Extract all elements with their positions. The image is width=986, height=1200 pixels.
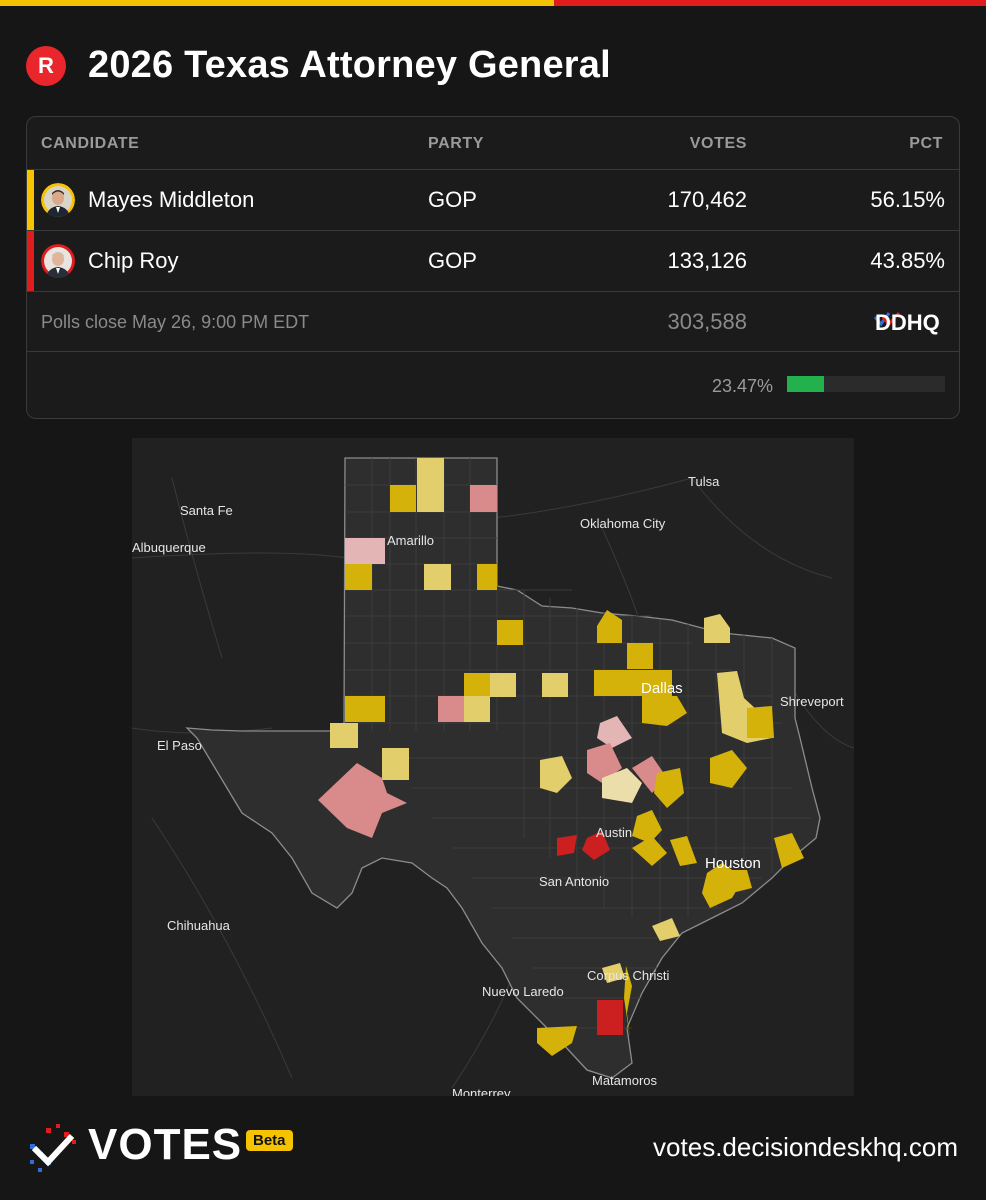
footer: VOTES Beta votes.decisiondeskhq.com xyxy=(26,1118,958,1178)
city-label: Dallas xyxy=(641,680,683,697)
roy-avatar xyxy=(41,244,75,278)
city-label: Shreveport xyxy=(780,694,844,709)
candidate-votes: 170,462 xyxy=(667,187,747,212)
top-color-bar xyxy=(0,0,986,6)
candidate-color-stripe xyxy=(27,231,34,291)
city-label: Oklahoma City xyxy=(580,516,666,531)
candidate-color-stripe xyxy=(27,170,34,230)
city-label: Monterrey xyxy=(452,1086,511,1096)
table-header: CANDIDATE PARTY VOTES PCT xyxy=(27,117,959,170)
candidate-party: GOP xyxy=(428,187,477,212)
city-label: San Antonio xyxy=(539,874,609,889)
candidate-party: GOP xyxy=(428,248,477,273)
city-label: Matamoros xyxy=(592,1073,658,1088)
reporting-percent: 23.47% xyxy=(711,376,773,396)
reporting-row: 23.47% xyxy=(27,352,959,418)
col-candidate: CANDIDATE xyxy=(41,135,140,152)
county-results[interactable] xyxy=(318,458,804,1056)
brand-name: VOTES xyxy=(88,1120,243,1169)
city-label: Nuevo Laredo xyxy=(482,984,564,999)
results-table: CANDIDATE PARTY VOTES PCT Mayes Middleto… xyxy=(26,116,960,419)
col-pct: PCT xyxy=(909,135,943,152)
candidate-name: Mayes Middleton xyxy=(88,187,255,212)
city-label: Chihuahua xyxy=(167,918,231,933)
page-title: 2026 Texas Attorney General xyxy=(88,44,611,86)
candidate-pct: 43.85% xyxy=(870,248,945,273)
city-label: Amarillo xyxy=(387,533,434,548)
candidate-pct: 56.15% xyxy=(870,187,945,212)
polls-close-text: Polls close May 26, 9:00 PM EDT xyxy=(41,312,310,332)
reporting-progress-fill xyxy=(787,376,825,392)
summary-row: Polls close May 26, 9:00 PM EDT 303,588 … xyxy=(27,291,959,352)
col-votes: VOTES xyxy=(689,135,747,152)
city-label: Corpus Christi xyxy=(587,968,669,983)
col-party: PARTY xyxy=(428,135,485,152)
middleton-avatar xyxy=(41,183,75,217)
candidate-votes: 133,126 xyxy=(667,248,747,273)
city-labels: Tulsa Santa Fe Oklahoma City Albuquerque… xyxy=(132,474,844,1096)
city-label: Tulsa xyxy=(688,474,720,489)
site-url[interactable]: votes.decisiondeskhq.com xyxy=(653,1132,958,1162)
republican-badge: R xyxy=(26,45,66,86)
city-label: Albuquerque xyxy=(132,540,206,555)
ddhq-logo: DDHQ xyxy=(873,307,945,340)
header: R 2026 Texas Attorney General xyxy=(26,44,611,87)
reporting-progress-bar xyxy=(787,376,945,392)
votes-logo-icon xyxy=(26,1122,80,1181)
candidate-row-roy[interactable]: Chip Roy GOP 133,126 43.85% xyxy=(27,231,959,292)
svg-text:DDHQ: DDHQ xyxy=(875,310,940,335)
candidate-row-middleton[interactable]: Mayes Middleton GOP 170,462 56.15% xyxy=(27,170,959,231)
candidate-name: Chip Roy xyxy=(88,248,179,273)
total-votes: 303,588 xyxy=(667,309,747,334)
beta-badge: Beta xyxy=(246,1130,293,1151)
city-label: Houston xyxy=(705,855,761,872)
city-label: El Paso xyxy=(157,738,202,753)
city-label: Austin xyxy=(596,825,632,840)
texas-county-map[interactable]: Tulsa Santa Fe Oklahoma City Albuquerque… xyxy=(132,438,854,1096)
city-label: Santa Fe xyxy=(180,503,233,518)
